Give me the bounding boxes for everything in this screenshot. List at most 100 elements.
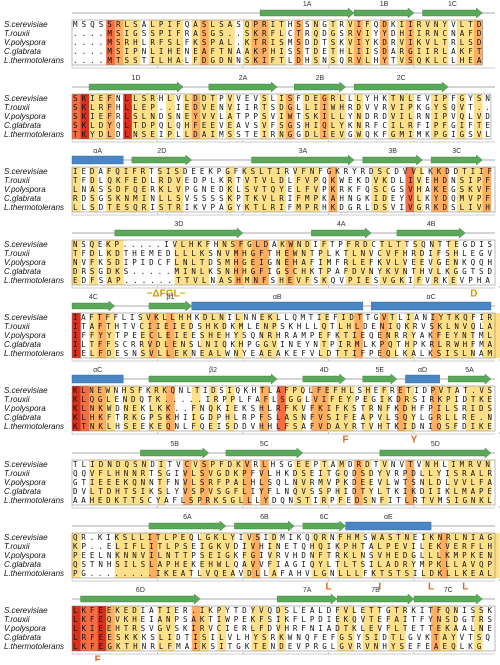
ss-label: 7C bbox=[444, 587, 453, 594]
residue-annotation: L bbox=[428, 582, 434, 593]
helix bbox=[192, 302, 363, 310]
sequence: IFFYYTPEECLEIEESHEHYSQNRHRAMPEFKTIEQENRR… bbox=[73, 331, 492, 340]
ss-label: 7A bbox=[303, 587, 312, 594]
ss-label: 7B bbox=[371, 587, 380, 594]
species-name: L.thermotolerans bbox=[4, 130, 64, 139]
ss-label: 5D bbox=[431, 441, 440, 448]
sequence: SKLRFHLLEP..IEDVENVIIRTSDGLLIIWHRDVVRVIP… bbox=[73, 103, 490, 112]
ss-label: 1A bbox=[303, 1, 312, 8]
ss-label: αE bbox=[384, 514, 393, 521]
strand-arrow bbox=[89, 82, 183, 92]
ss-label: 5A bbox=[465, 367, 474, 374]
ss-label: β1 bbox=[166, 294, 174, 301]
strand-arrow bbox=[294, 82, 345, 92]
species-name: V.polyspora bbox=[4, 38, 46, 47]
species-name: C.glabrata bbox=[4, 194, 41, 203]
strand-arrow bbox=[209, 82, 277, 92]
ss-label: 6D bbox=[136, 587, 145, 594]
sequence: TLIDNDQSNDITVCVSPFDKVRLHSGEEPTAMDRDTVNVT… bbox=[73, 460, 490, 469]
sequence: KP..ELIFLITLPSEIGKVDIVHINETQHQIKPHTALPEV… bbox=[73, 542, 492, 551]
species-name: V.polyspora bbox=[4, 404, 46, 413]
ss-label: 1C bbox=[448, 1, 457, 8]
ss-label: 3A bbox=[299, 148, 308, 155]
ss-label: 3B bbox=[388, 148, 397, 155]
ss-label: 1D bbox=[132, 75, 141, 82]
species-name: S.cerevisiae bbox=[4, 386, 48, 395]
ss-label: 2C bbox=[397, 75, 406, 82]
helix bbox=[346, 522, 432, 530]
species-name: L.thermotolerans bbox=[4, 569, 64, 578]
ss-label: 6B bbox=[260, 514, 269, 521]
strand-arrow bbox=[303, 521, 346, 531]
ss-label: 4D bbox=[320, 367, 329, 374]
sequence: RDSGSKNMINLLSVSSSSKPTKVLRIFMPKAHNGKIDEYV… bbox=[73, 194, 490, 203]
sequence: IELFDESNSVLLEKNEALWNYEAEAKEFVLDTTIFPEQLK… bbox=[73, 349, 492, 358]
strand-arrow bbox=[260, 8, 354, 18]
ss-label: 2B bbox=[316, 75, 325, 82]
sequence: TFDLQKFEDLRDVEDPLKRTVTVLDLFVPQKWEKDVKDLI… bbox=[73, 176, 490, 185]
sequence: LRFEESKKKSLIDTISILVLHYSRKWNQFEFGSYSIDTLG… bbox=[73, 633, 490, 642]
strand-arrow bbox=[303, 374, 346, 384]
strand-arrow bbox=[115, 228, 243, 238]
species-name: C.glabrata bbox=[4, 47, 41, 56]
strand-arrow bbox=[363, 374, 397, 384]
strand-arrow bbox=[72, 301, 115, 311]
species-name: T.rouxii bbox=[4, 322, 30, 331]
ss-label: 1B bbox=[380, 1, 389, 8]
ss-label: 6A bbox=[183, 514, 192, 521]
species-name: C.glabrata bbox=[4, 560, 41, 569]
sequence: DVLTDHTSIKSLYVSPVSGFLIYFLNQVSSPHIDTYLTKI… bbox=[73, 487, 492, 496]
ss-label: 3C bbox=[452, 148, 461, 155]
species-name: S.cerevisiae bbox=[4, 167, 48, 176]
strand-arrow bbox=[277, 594, 337, 604]
sequence: LNASSDFQERKLVPGNEDKLSVTQYELFVPKRKFQSCGSV… bbox=[73, 185, 490, 194]
species-name: L.thermotolerans bbox=[4, 496, 64, 505]
species-name: L.thermotolerans bbox=[4, 276, 64, 285]
helix bbox=[371, 302, 491, 310]
strand-arrow bbox=[431, 155, 482, 165]
species-name: V.polyspora bbox=[4, 478, 46, 487]
species-name: C.glabrata bbox=[4, 413, 41, 422]
species-name: L.thermotolerans bbox=[4, 56, 64, 65]
strand-arrow bbox=[81, 594, 201, 604]
ss-label: 5E bbox=[376, 367, 385, 374]
species-name: L.thermotolerans bbox=[4, 203, 64, 212]
sequence: SKLDYQLTDPQLQHFEEVEAVSVFSGSHIQLYKNRFCILR… bbox=[73, 121, 490, 130]
species-name: T.rouxii bbox=[4, 395, 30, 404]
species-name: V.polyspora bbox=[4, 185, 46, 194]
residue-annotation: D bbox=[470, 289, 477, 300]
helix bbox=[72, 375, 123, 383]
strand-arrow bbox=[354, 8, 414, 18]
species-name: V.polyspora bbox=[4, 331, 46, 340]
strand-arrow bbox=[354, 82, 448, 92]
ss-label: 4B bbox=[427, 221, 436, 228]
ss-label: 5C bbox=[260, 441, 269, 448]
strand-arrow bbox=[234, 521, 294, 531]
species-name: T.rouxii bbox=[4, 103, 30, 112]
residue-annotation: F bbox=[343, 435, 349, 446]
sequence: GTIEEEKQNNTFNVLSRFPALHLSQLNVRMVPKDEEVLWT… bbox=[73, 478, 492, 487]
sequence: SKIEFNLLSRHLVLDDTPVVEVSLISFDEGRLLLYHKTNL… bbox=[73, 94, 490, 103]
strand-arrow bbox=[380, 448, 491, 458]
ss-label: 2A bbox=[239, 75, 248, 82]
species-name: S.cerevisiae bbox=[4, 460, 48, 469]
ss-label: αB bbox=[273, 294, 282, 301]
conservation-shade bbox=[491, 533, 500, 578]
ss-label: β2 bbox=[209, 367, 217, 374]
species-name: T.rouxii bbox=[4, 542, 30, 551]
strand-arrow bbox=[397, 228, 465, 238]
sequence: LLSDTESQRISTRIKVPAGYKTLRIFMPRHKDGRLDSVIV… bbox=[73, 203, 490, 212]
species-name: V.polyspora bbox=[4, 112, 46, 121]
species-name: T.rouxii bbox=[4, 469, 30, 478]
ss-label: 5B bbox=[170, 441, 179, 448]
ss-label: αA bbox=[93, 148, 102, 155]
strand-arrow bbox=[226, 448, 303, 458]
strand-arrow bbox=[311, 228, 371, 238]
